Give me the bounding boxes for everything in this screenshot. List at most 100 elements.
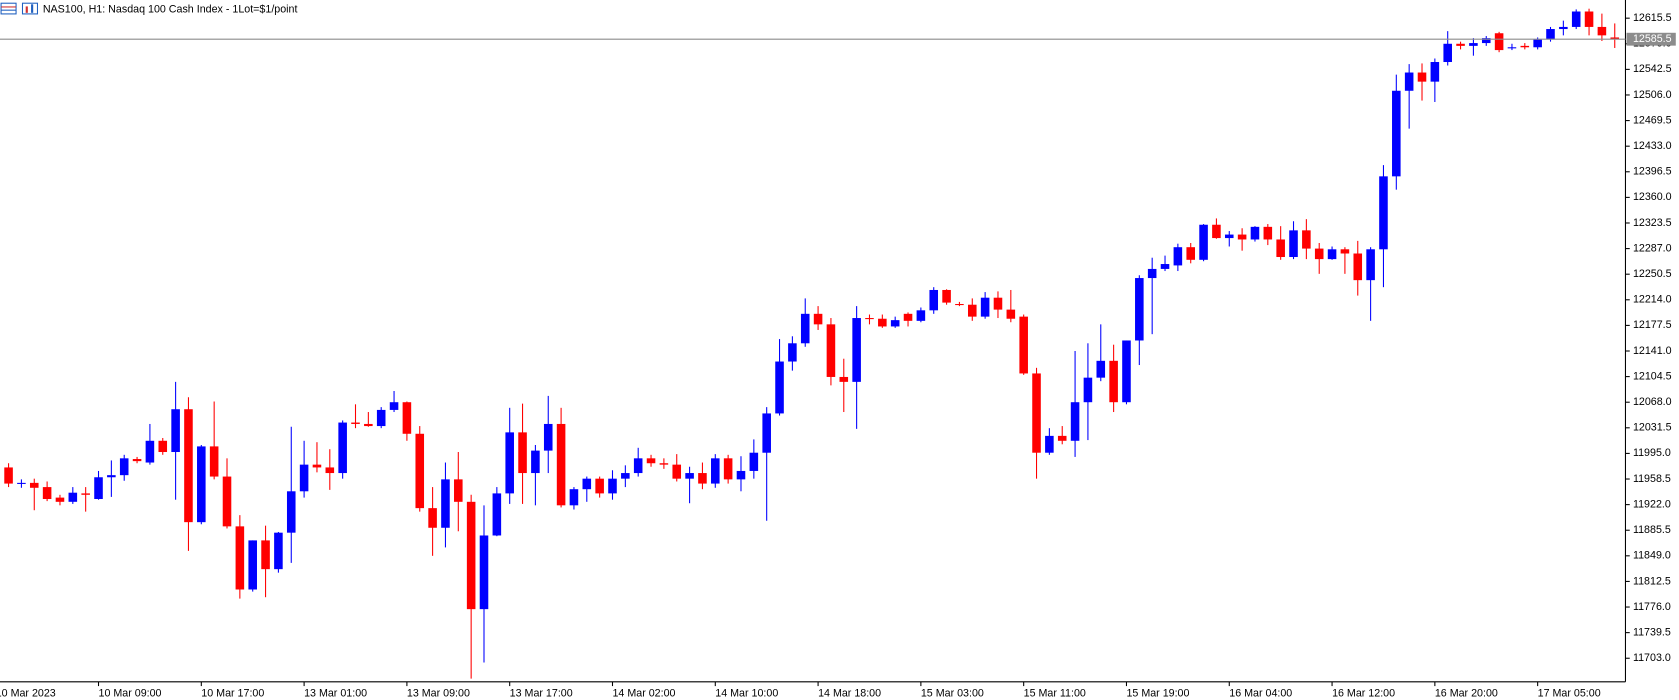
candle-body [1443,43,1452,63]
candle-body [1314,248,1324,260]
candle-body [582,478,592,490]
candle-body [389,402,399,410]
candle-body [171,409,180,453]
candle-body [993,297,1003,310]
candle-body [1173,247,1183,266]
y-tick-label: 11922.0 [1633,498,1671,510]
candle-body [672,464,682,479]
candle-body [1494,33,1504,51]
candle-body [569,489,579,506]
candle-body [788,343,797,362]
icon-bar [31,4,34,13]
candle-body [595,478,604,494]
candle-body [1469,43,1478,46]
candle-body [1289,230,1298,258]
x-tick-label: 13 Mar 17:00 [510,687,573,699]
candle-body [556,423,566,506]
x-tick-label: 10 Mar 17:00 [201,687,264,699]
candle-body [967,304,977,317]
candle-body [325,467,335,474]
candle-body [1224,234,1234,239]
candle-body [1327,249,1337,260]
candle-body [505,432,514,494]
candle-body [736,470,746,480]
candle-body [1610,37,1620,40]
candle-body [1199,224,1208,260]
candle-body [1122,340,1131,403]
candle-body [903,313,913,321]
candle-body [1584,11,1594,27]
candle-body [1109,360,1118,403]
candle-body [852,318,861,382]
candle-body [107,475,116,478]
x-tick-label: 14 Mar 10:00 [715,687,778,699]
candle-body [274,532,283,570]
candle-body [865,318,874,320]
y-tick-label: 12615.5 [1633,12,1672,24]
candle-body [1186,247,1196,260]
candle-body [633,458,643,474]
candle-body [775,361,784,414]
candle-body [55,497,65,502]
candle-body [1212,224,1221,239]
x-tick-label: 13 Mar 01:00 [304,687,367,699]
candle-body [68,492,78,502]
icon-bar [25,6,28,13]
candle-body [312,464,322,468]
toolbar-icons [0,2,39,15]
y-tick-label: 12068.0 [1633,396,1672,408]
candle-body [29,482,39,488]
x-tick-label: 13 Mar 09:00 [407,687,470,699]
candle-body [1250,226,1260,240]
y-tick-label: 12469.5 [1633,114,1672,126]
candle-body [1546,29,1555,40]
candle-body [197,446,206,523]
y-tick-label: 11995.0 [1633,447,1671,459]
candle-body [518,432,527,474]
candle-body [1597,26,1607,36]
candle-body [158,440,168,453]
y-tick-label: 12360.0 [1633,191,1672,203]
candle-body [621,473,630,479]
candle-body [800,313,810,344]
candle-body [1160,264,1170,269]
candle-body [929,289,939,311]
candle-body [1533,39,1542,48]
candle-body [531,450,540,474]
candle-body [235,526,245,590]
x-tick-label: 10 Mar 09:00 [99,687,162,699]
candle-body [184,409,193,523]
y-tick-label: 12323.5 [1633,217,1672,229]
candle-body [81,493,90,495]
candle-body [338,422,347,474]
candle-body [119,458,129,476]
icon-table [0,2,17,15]
y-tick-label: 12250.5 [1633,268,1672,280]
candle-body [1045,435,1054,453]
candle-body [4,467,13,484]
candle-body [222,476,232,527]
y-tick-label: 11703.0 [1633,652,1671,664]
candle-body [1147,268,1157,279]
x-tick-label: 16 Mar 04:00 [1229,687,1292,699]
y-tick-label: 11739.5 [1633,626,1671,638]
candle-body [1276,239,1285,258]
candle-body [955,304,964,306]
y-tick-label: 12141.0 [1633,345,1672,357]
candle-body [1096,360,1106,378]
x-tick-label: 14 Mar 02:00 [612,687,675,699]
candle-body [762,413,771,453]
candle-body [1237,234,1247,240]
candle-body [42,487,52,500]
x-tick-label: 14 Mar 18:00 [818,687,881,699]
candle-body [1430,62,1440,82]
y-tick-label: 12396.5 [1633,166,1672,178]
candle-body [454,479,463,502]
candle-body [428,508,437,528]
candle-body [1481,38,1491,44]
candle-body [376,409,386,427]
candle-body [1070,402,1080,441]
candle-body [209,446,219,477]
y-tick-label: 12506.0 [1633,89,1672,101]
candle-body [441,479,450,528]
